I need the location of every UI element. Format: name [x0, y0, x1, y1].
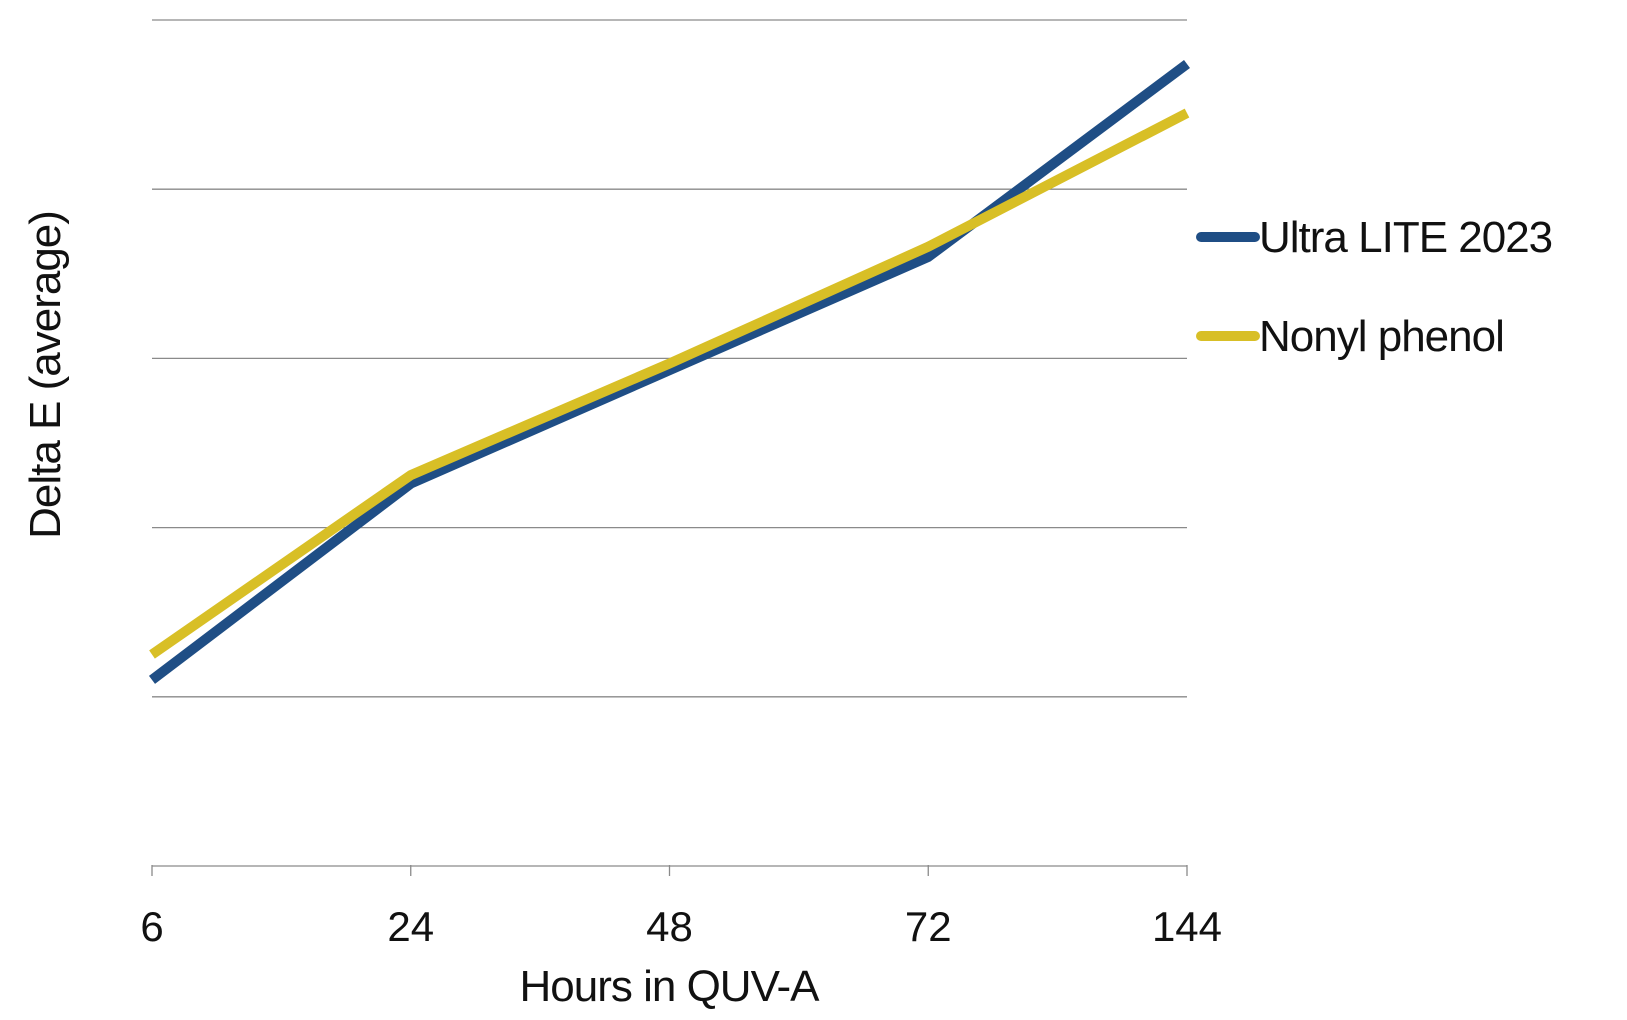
- x-axis: 6 24 48 72 144: [140, 865, 1222, 950]
- x-tick-label: 72: [905, 903, 952, 950]
- y-axis-title: Delta E (average): [21, 211, 70, 539]
- series-line: [149, 108, 1190, 659]
- x-tick-label: 6: [140, 903, 163, 950]
- series-lines: [148, 59, 1190, 684]
- legend-label: Ultra LITE 2023: [1259, 213, 1552, 262]
- x-axis-title: Hours in QUV-A: [520, 962, 821, 1011]
- legend-label: Nonyl phenol: [1259, 312, 1504, 361]
- series-line: [148, 59, 1190, 684]
- x-tick-label: 24: [387, 903, 434, 950]
- legend: Ultra LITE 2023 Nonyl phenol: [1196, 213, 1553, 361]
- x-tick-label: 144: [1152, 903, 1222, 950]
- x-tick-label: 48: [646, 903, 693, 950]
